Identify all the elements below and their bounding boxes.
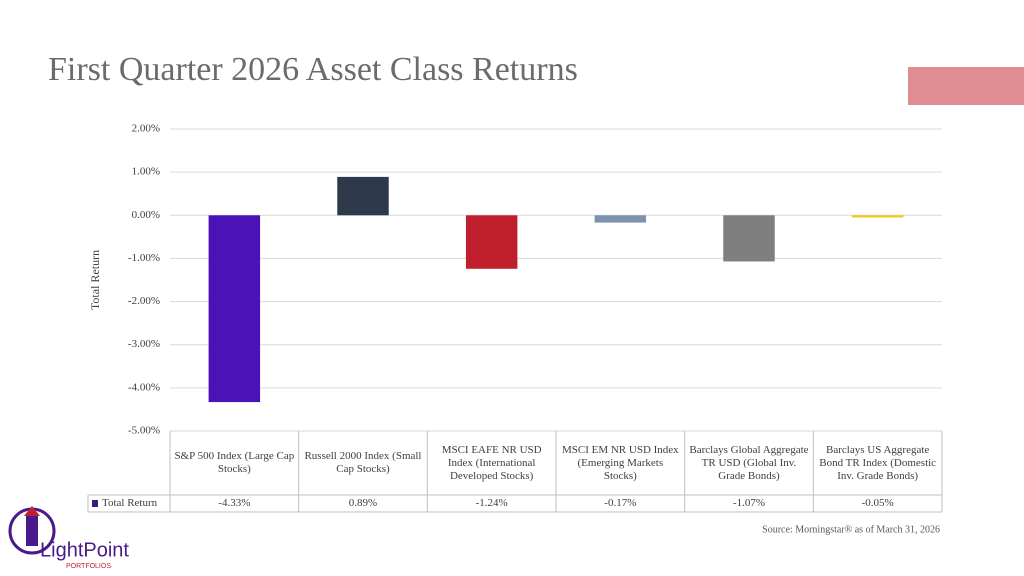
y-tick-label: -1.00% bbox=[128, 252, 160, 264]
logo-tower bbox=[26, 516, 38, 546]
legend-swatch bbox=[92, 500, 98, 507]
y-tick-label: -5.00% bbox=[128, 425, 160, 437]
logo-roof bbox=[24, 506, 40, 516]
bar bbox=[337, 176, 389, 216]
bar bbox=[208, 215, 261, 403]
y-tick-label: 2.00% bbox=[132, 123, 160, 135]
value-label: -0.17% bbox=[604, 497, 637, 509]
category-label: Russell 2000 Index (Small Cap Stocks) bbox=[304, 450, 422, 475]
y-tick-label: -4.00% bbox=[128, 381, 160, 393]
bar bbox=[851, 215, 904, 218]
logo: LightPoint PORTFOLIOS bbox=[8, 506, 129, 570]
value-label: -1.24% bbox=[475, 497, 508, 509]
category-label: MSCI EM NR USD Index (Emerging Markets S… bbox=[561, 443, 679, 482]
value-label: -0.05% bbox=[861, 497, 894, 509]
y-tick-label: -2.00% bbox=[128, 295, 160, 307]
category-label: Barclays US Aggregate Bond TR Index (Dom… bbox=[819, 443, 937, 482]
y-tick-label: 1.00% bbox=[132, 166, 160, 178]
logo-name: LightPoint bbox=[40, 539, 129, 561]
category-label: MSCI EAFE NR USD Index (International De… bbox=[441, 443, 542, 482]
value-label: -4.33% bbox=[218, 497, 251, 509]
y-tick-label: -3.00% bbox=[128, 338, 160, 350]
accent-bar bbox=[908, 67, 1024, 105]
bar bbox=[723, 215, 775, 262]
value-label: -1.07% bbox=[732, 497, 766, 509]
value-label: 0.89% bbox=[348, 497, 378, 509]
chart-title: First Quarter 2026 Asset Class Returns bbox=[48, 51, 578, 88]
category-label: S&P 500 Index (Large Cap Stocks) bbox=[174, 450, 295, 475]
logo-tagline: PORTFOLIOS bbox=[66, 563, 111, 570]
source-note: Source: Morningstar® as of March 31, 202… bbox=[762, 524, 940, 535]
y-axis-label: Total Return bbox=[88, 250, 102, 310]
y-tick-label: 0.00% bbox=[132, 209, 160, 221]
bar bbox=[465, 215, 518, 269]
bar bbox=[594, 215, 647, 223]
legend-label: Total Return bbox=[102, 497, 158, 509]
category-label: Barclays Global Aggregate TR USD (Global… bbox=[689, 443, 809, 482]
